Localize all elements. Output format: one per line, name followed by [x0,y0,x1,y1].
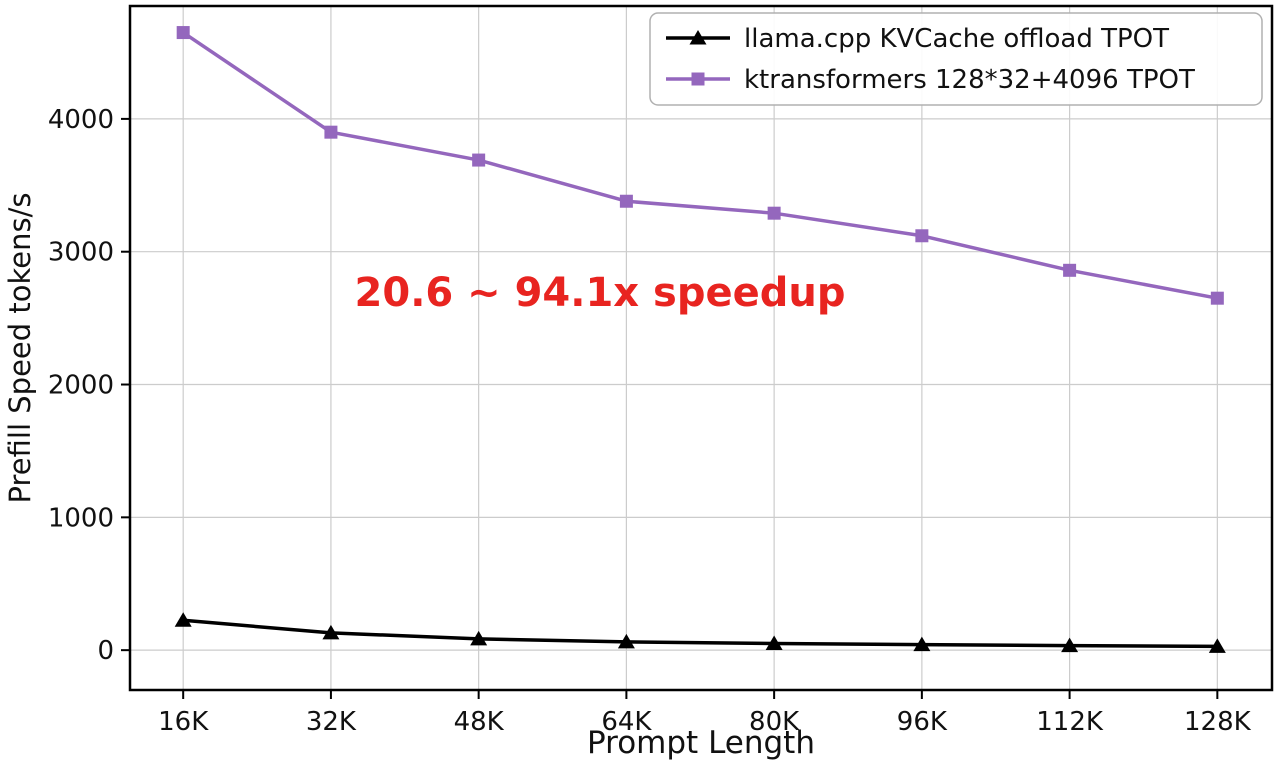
x-tick-label: 32K [306,707,357,737]
y-axis-label: Prefill Speed tokens/s [3,193,37,504]
y-tick-label: 3000 [48,238,114,268]
triangle-marker [322,624,340,640]
y-tick-label: 1000 [48,503,114,533]
x-axis-label: Prompt Length [587,725,815,761]
legend-label: ktransformers 128*32+4096 TPOT [744,65,1195,95]
square-marker [324,125,338,139]
legend-box [649,12,1263,106]
series-line [182,31,1218,300]
triangle-marker [1208,638,1226,653]
square-marker [1063,263,1077,277]
x-tick-label: 80K [749,707,800,737]
legend: llama.cpp KVCache offload TPOT ktransform… [649,12,1263,106]
triangle-marker [689,30,707,45]
series-line [183,618,1218,649]
x-tick-label: 128K [1184,707,1252,737]
x-tick-label: 16K [158,707,209,737]
tick-marks [121,117,1219,699]
triangle-marker [470,630,488,646]
series-ktransformers [176,26,1224,305]
legend-entry: llama.cpp KVCache offload TPOT [666,24,1169,54]
x-tick-label: 112K [1036,707,1104,737]
y-tick-label: 2000 [48,371,114,401]
square-marker [176,26,190,40]
y-tick-label: 0 [97,636,114,666]
series-llama-cpp [174,612,1226,653]
x-tick-label: 48K [454,707,505,737]
square-marker [915,229,929,243]
triangle-marker [765,635,783,651]
triangle-marker [913,636,931,652]
triangle-marker [174,612,192,627]
speedup-annotation: 20.6 ~ 94.1x speedup [355,270,846,316]
gridlines [130,6,1272,690]
square-marker [767,206,781,220]
square-marker [691,72,705,86]
legend-entry: ktransformers 128*32+4096 TPOT [666,65,1195,95]
x-tick-label: 96K [897,707,948,737]
x-tick-label: 64K [601,707,652,737]
y-tick-label: 4000 [48,105,114,135]
axes-frame [128,4,1274,692]
triangle-marker [1061,637,1079,653]
triangle-marker [617,633,635,649]
square-marker [1210,291,1224,305]
square-marker [619,194,633,208]
legend-label: llama.cpp KVCache offload TPOT [744,24,1169,54]
x-tick-labels: 16K 32K 48K 64K 80K 96K 112K 128K [158,707,1252,737]
y-tick-labels: 0 1000 2000 3000 4000 [48,105,114,666]
square-marker [472,153,486,167]
